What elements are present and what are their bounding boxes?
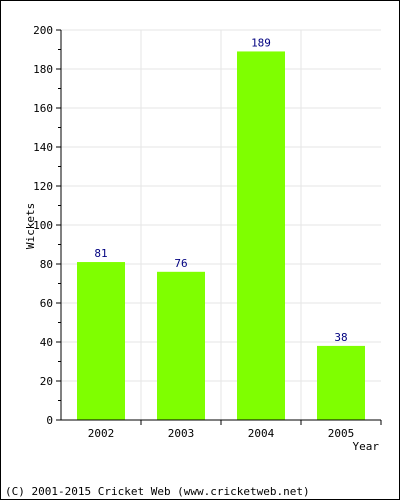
y-tick-label: 20 [40,375,53,388]
data-label: 38 [334,331,347,344]
y-tick-label: 120 [33,180,53,193]
y-tick-label: 40 [40,336,53,349]
y-tick-label: 140 [33,141,53,154]
y-axis-label: Wickets [24,203,37,249]
y-tick-label: 0 [46,414,53,427]
y-tick-label: 180 [33,63,53,76]
x-axis-label: Year [353,440,380,453]
bar-series [77,51,365,420]
bar-2003 [157,271,205,420]
bar-2002 [77,262,125,420]
bar-2004 [237,51,285,420]
x-tick-label: 2002 [88,427,115,440]
y-tick-label: 160 [33,102,53,115]
data-label: 81 [94,247,107,260]
x-tick-label: 2004 [248,427,275,440]
data-label: 189 [251,36,271,49]
data-label: 76 [174,257,187,270]
x-axis-ticks: 2002 2003 2004 2005 [88,420,382,440]
x-tick-label: 2003 [168,427,195,440]
y-tick-label: 60 [40,297,53,310]
copyright-footer: (C) 2001-2015 Cricket Web (www.cricketwe… [5,485,310,498]
bar-2005 [317,345,365,420]
y-tick-label: 100 [33,219,53,232]
data-labels: 81 76 189 38 [94,36,347,343]
y-tick-label: 80 [40,258,53,271]
y-axis-ticks: 0 20 40 60 80 100 120 140 160 180 200 [33,24,61,427]
x-tick-label: 2005 [328,427,355,440]
y-tick-label: 200 [33,24,53,37]
